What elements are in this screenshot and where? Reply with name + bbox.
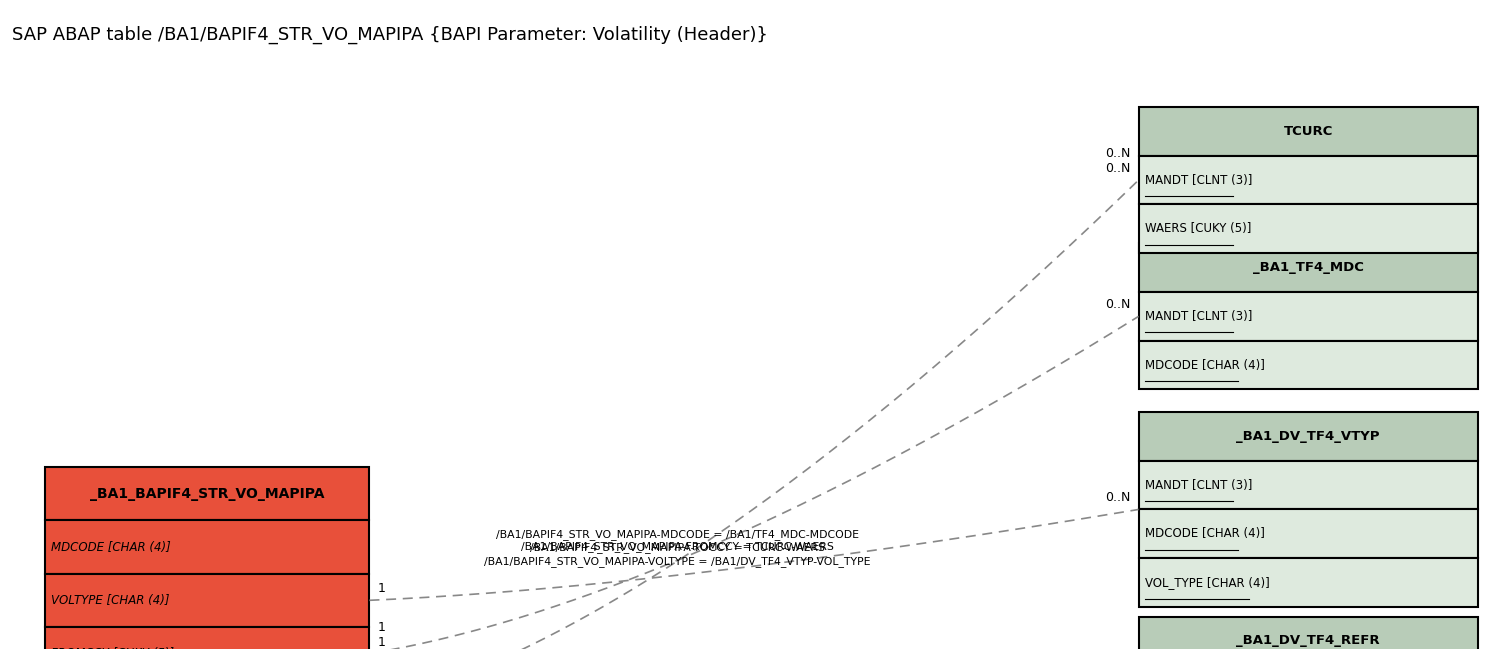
Text: VOLTYPE [CHAR (4)]: VOLTYPE [CHAR (4)] (51, 594, 170, 607)
Bar (1139, 461, 1478, 509)
Bar (1139, 107, 1478, 156)
Bar (45, 574, 369, 627)
Text: _BA1_BAPIF4_STR_VO_MAPIPA: _BA1_BAPIF4_STR_VO_MAPIPA (90, 487, 324, 501)
Text: /BA1/BAPIF4_STR_VO_MAPIPA-VOLTYPE = /BA1/DV_TF4_VTYP-VOL_TYPE: /BA1/BAPIF4_STR_VO_MAPIPA-VOLTYPE = /BA1… (484, 556, 870, 567)
Text: 1: 1 (377, 582, 386, 595)
Bar (45, 627, 369, 649)
Text: /BA1/BAPIF4_STR_VO_MAPIPA-MDCODE = /BA1/TF4_MDC-MDCODE
/BA1/BAPIF4_STR_VO_MAPIPA: /BA1/BAPIF4_STR_VO_MAPIPA-MDCODE = /BA1/… (496, 529, 860, 552)
Text: VOL_TYPE [CHAR (4)]: VOL_TYPE [CHAR (4)] (1145, 576, 1270, 589)
Bar (1139, 412, 1478, 461)
Text: /BA1/BAPIF4_STR_VO_MAPIPA-TOCCY = TCURC-WAERS: /BA1/BAPIF4_STR_VO_MAPIPA-TOCCY = TCURC-… (529, 542, 825, 553)
Text: WAERS [CUKY (5)]: WAERS [CUKY (5)] (1145, 222, 1252, 236)
Text: _BA1_DV_TF4_VTYP: _BA1_DV_TF4_VTYP (1237, 430, 1380, 443)
Bar (1139, 617, 1478, 649)
Text: TCURC: TCURC (1283, 125, 1333, 138)
Text: 0..N
0..N: 0..N 0..N (1105, 147, 1131, 175)
Bar (1139, 292, 1478, 341)
Text: MDCODE [CHAR (4)]: MDCODE [CHAR (4)] (51, 541, 170, 554)
Bar (1139, 204, 1478, 253)
Text: 0..N: 0..N (1105, 299, 1131, 312)
Bar (45, 520, 369, 574)
Text: MDCODE [CHAR (4)]: MDCODE [CHAR (4)] (1145, 527, 1264, 541)
Bar (1139, 509, 1478, 558)
Text: MANDT [CLNT (3)]: MANDT [CLNT (3)] (1145, 310, 1252, 323)
Bar (45, 467, 369, 520)
Text: _BA1_TF4_MDC: _BA1_TF4_MDC (1253, 261, 1363, 275)
Text: 1
1: 1 1 (377, 620, 386, 648)
Text: MDCODE [CHAR (4)]: MDCODE [CHAR (4)] (1145, 358, 1264, 372)
Bar (1139, 243, 1478, 292)
Text: MANDT [CLNT (3)]: MANDT [CLNT (3)] (1145, 173, 1252, 187)
Bar (1139, 156, 1478, 204)
Text: MANDT [CLNT (3)]: MANDT [CLNT (3)] (1145, 478, 1252, 492)
Text: _BA1_DV_TF4_REFR: _BA1_DV_TF4_REFR (1237, 634, 1380, 648)
Bar (1139, 341, 1478, 389)
Text: FROMCCY [CUKY (5)]: FROMCCY [CUKY (5)] (51, 647, 175, 649)
Text: 0..N: 0..N (1105, 491, 1131, 504)
Text: SAP ABAP table /BA1/BAPIF4_STR_VO_MAPIPA {BAPI Parameter: Volatility (Header)}: SAP ABAP table /BA1/BAPIF4_STR_VO_MAPIPA… (12, 26, 768, 44)
Bar (1139, 558, 1478, 607)
